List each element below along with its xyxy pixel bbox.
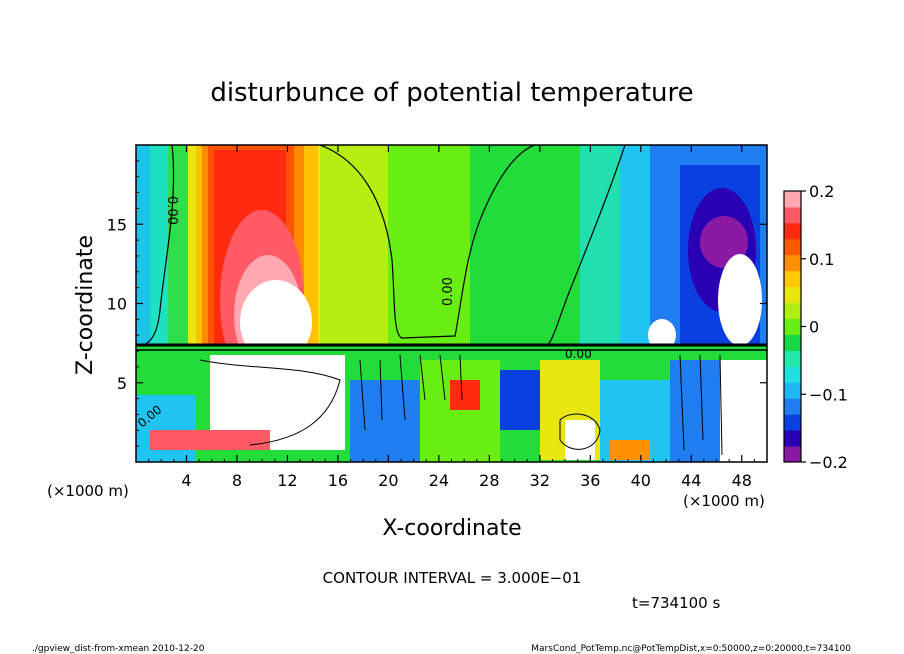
contour-label-2: 0.00 bbox=[441, 277, 456, 306]
y-tick-label: 15 bbox=[107, 215, 127, 234]
colorbar-swatch bbox=[784, 222, 801, 240]
colorbar-swatch bbox=[784, 350, 801, 367]
colorbar-tick-label: 0.1 bbox=[809, 250, 834, 269]
contour-turb-2 bbox=[359, 354, 463, 431]
colorbar-tick-label: 0 bbox=[809, 318, 819, 337]
colorbar-swatch bbox=[784, 334, 801, 351]
field-yg bbox=[320, 145, 390, 345]
x-axis-ticks: 4 8 12 16 20 24 28 32 36 40 44 48 bbox=[148, 145, 755, 490]
colorbar bbox=[784, 191, 801, 463]
colorbar-swatch bbox=[784, 191, 801, 208]
field-lower-white3 bbox=[720, 360, 767, 462]
field-cold-white-l bbox=[648, 319, 676, 351]
x-unit-right: (×1000 m) bbox=[683, 492, 765, 510]
colorbar-swatch bbox=[784, 254, 801, 272]
contour-label-1: 0.00 bbox=[164, 196, 179, 225]
y-axis-label: Z-coordinate bbox=[73, 235, 98, 375]
x-axis-label: X-coordinate bbox=[382, 516, 521, 541]
field-left-green bbox=[168, 145, 190, 345]
field-lower-white2 bbox=[565, 420, 595, 460]
field-cold-white-r bbox=[718, 254, 762, 346]
contour-turb-3 bbox=[679, 354, 723, 456]
colorbar-swatch bbox=[784, 366, 801, 383]
colorbar-ticks: 0.2 0.1 0 −0.1 −0.2 bbox=[801, 182, 848, 472]
colorbar-swatch bbox=[784, 398, 801, 415]
y-tick-label: 10 bbox=[107, 295, 127, 314]
heatmap-field bbox=[136, 145, 767, 462]
colorbar-swatch bbox=[784, 430, 801, 447]
contour-interval: CONTOUR INTERVAL = 3.000E−01 bbox=[323, 569, 582, 587]
colorbar-swatch bbox=[784, 446, 801, 463]
colorbar-swatch bbox=[784, 270, 801, 288]
contour-right bbox=[547, 145, 626, 346]
field-lower-red bbox=[450, 380, 480, 410]
colorbar-swatch bbox=[784, 414, 801, 431]
contour-turb-4 bbox=[559, 413, 601, 450]
field-green-mid2 bbox=[470, 145, 600, 345]
x-tick-label: 8 bbox=[232, 471, 242, 490]
colorbar-tick-label: −0.1 bbox=[809, 385, 848, 404]
colorbar-swatch bbox=[784, 238, 801, 256]
y-axis-ticks: 5 10 15 bbox=[107, 160, 767, 447]
contour-label-4: 0.00 bbox=[565, 347, 592, 361]
contour-mid bbox=[319, 145, 536, 339]
x-tick-label: 36 bbox=[580, 471, 600, 490]
x-tick-label: 12 bbox=[277, 471, 297, 490]
x-tick-label: 40 bbox=[631, 471, 651, 490]
x-tick-label: 4 bbox=[181, 471, 191, 490]
colorbar-tick-label: −0.2 bbox=[809, 453, 848, 472]
field-lower-orange bbox=[610, 440, 650, 460]
x-tick-label: 48 bbox=[732, 471, 752, 490]
field-lower-blue1 bbox=[350, 380, 420, 462]
contour-left bbox=[139, 145, 175, 346]
source-info: MarsCond_PotTemp.nc@PotTempDist,x=0:5000… bbox=[531, 644, 851, 654]
colorbar-swatch bbox=[784, 318, 801, 335]
field-warm-white bbox=[240, 280, 312, 364]
x-tick-label: 24 bbox=[429, 471, 449, 490]
colorbar-tick-label: 0.2 bbox=[809, 182, 834, 201]
x-unit-left: (×1000 m) bbox=[47, 482, 129, 500]
chart-title: disturbunce of potential temperature bbox=[210, 78, 693, 108]
x-tick-label: 44 bbox=[681, 471, 701, 490]
y-tick-label: 5 bbox=[117, 374, 127, 393]
field-lower-pink bbox=[150, 430, 270, 450]
x-tick-label: 32 bbox=[530, 471, 550, 490]
colorbar-swatch bbox=[784, 206, 801, 224]
x-tick-label: 28 bbox=[479, 471, 499, 490]
x-tick-label: 20 bbox=[378, 471, 398, 490]
colorbar-swatch bbox=[784, 382, 801, 399]
colorbar-swatch bbox=[784, 286, 801, 304]
time-label: t=734100 s bbox=[632, 594, 720, 612]
contour-turb-1 bbox=[199, 359, 341, 446]
x-tick-label: 16 bbox=[328, 471, 348, 490]
field-lower-cyan1 bbox=[136, 395, 196, 462]
script-name: ./gpview_dist-from-xmean 2010-12-20 bbox=[32, 644, 205, 654]
colorbar-swatch bbox=[784, 302, 801, 320]
field-lower-blue2 bbox=[500, 370, 540, 430]
field-lower-green1 bbox=[420, 360, 500, 462]
